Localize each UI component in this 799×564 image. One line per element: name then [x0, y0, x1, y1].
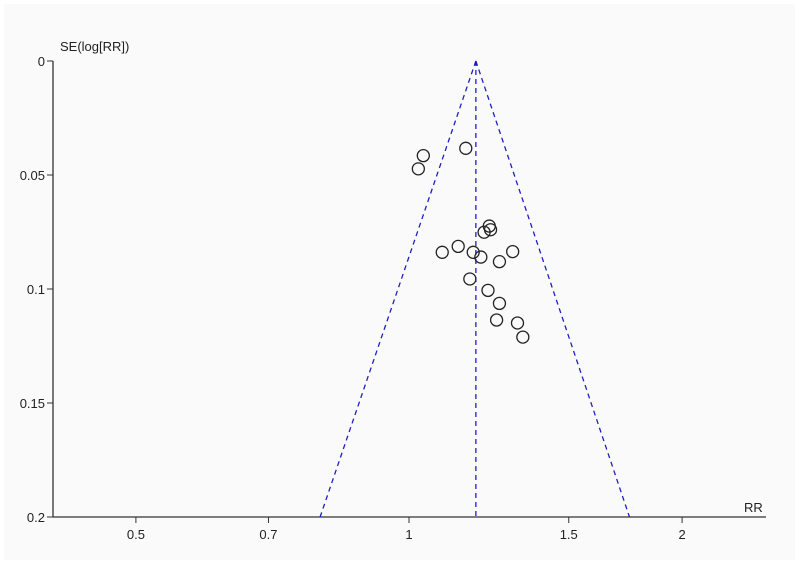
study-point [483, 223, 498, 237]
study-point [411, 162, 425, 176]
study-point [416, 148, 430, 163]
study-point [506, 244, 520, 259]
study-point [516, 330, 530, 344]
x-tick-label: 1.5 [560, 527, 578, 542]
study-point [481, 283, 495, 298]
study-point [510, 316, 525, 330]
study-point [474, 250, 488, 264]
y-axis-label: SE(log[RR]) [60, 39, 129, 54]
x-tick-label: 1 [405, 527, 412, 542]
x-tick-label: 0.7 [259, 527, 277, 542]
study-point [451, 239, 465, 254]
study-point [492, 296, 507, 311]
study-point [463, 272, 477, 286]
study-point [459, 141, 473, 155]
x-axis-label: RR [744, 500, 763, 515]
y-tick-label: 0.1 [27, 282, 45, 297]
x-tick-label: 0.5 [127, 527, 145, 542]
study-point [466, 245, 480, 259]
y-tick-label: 0.05 [20, 168, 45, 183]
study-point [435, 245, 449, 259]
study-point [492, 254, 507, 269]
y-tick-label: 0.15 [20, 396, 45, 411]
y-tick-label: 0.2 [27, 510, 45, 525]
study-point [477, 225, 491, 239]
x-tick-label: 2 [678, 527, 685, 542]
study-point [489, 313, 504, 327]
funnel-right-limit [475, 60, 631, 518]
plot-background [4, 4, 795, 560]
y-tick-label: 0 [38, 54, 45, 69]
